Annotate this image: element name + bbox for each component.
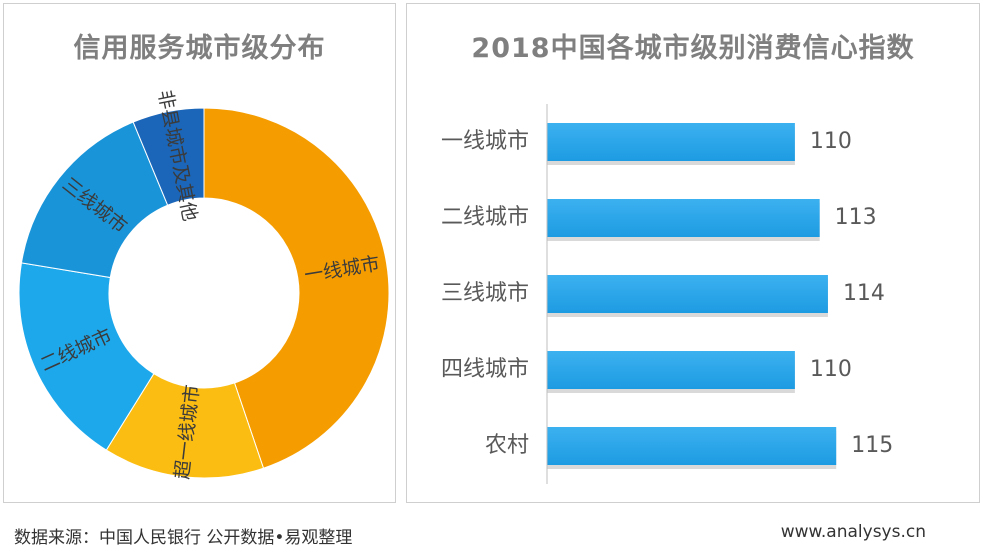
donut-slice-0 bbox=[203, 107, 390, 469]
category-label-0: 一线城市 bbox=[441, 129, 529, 154]
bar-0 bbox=[547, 123, 795, 161]
bar-chart: 一线城市 110 二线城市 113 三线城市 114 四线城市 110 农村 115 bbox=[441, 104, 893, 484]
bar-chart-panel: 2018中国各城市级别消费信心指数 一线城市 110 二线城市 113 三线城市 114 四… bbox=[406, 3, 980, 503]
value-label-3: 110 bbox=[810, 357, 852, 382]
value-label-2: 114 bbox=[843, 281, 885, 306]
website-link[interactable]: www.analysys.cn bbox=[780, 522, 926, 542]
value-label-0: 110 bbox=[810, 129, 852, 154]
value-label-1: 113 bbox=[835, 205, 877, 230]
bar-2 bbox=[547, 275, 828, 313]
category-label-1: 二线城市 bbox=[441, 205, 529, 230]
donut-chart-title: 信用服务城市级分布 bbox=[73, 33, 326, 64]
donut-chart-panel: 信用服务城市级分布 一线城市 超一线城市 二线城市 三线城市 非县城市及其他 bbox=[3, 3, 396, 503]
category-label-3: 四线城市 bbox=[441, 357, 529, 382]
donut-slice-2 bbox=[18, 262, 155, 451]
donut-slice-4 bbox=[132, 107, 205, 206]
category-label-2: 三线城市 bbox=[441, 281, 529, 306]
value-label-4: 115 bbox=[851, 433, 893, 458]
bar-chart-title: 2018中国各城市级别消费信心指数 bbox=[471, 33, 915, 64]
bar-4 bbox=[547, 427, 837, 465]
bar-3 bbox=[547, 351, 795, 389]
donut-slice-3 bbox=[20, 121, 169, 279]
bar-1 bbox=[547, 199, 820, 237]
data-source-note: 数据来源：中国人民银行 公开数据•易观整理 bbox=[14, 528, 353, 548]
category-label-4: 农村 bbox=[485, 433, 529, 458]
